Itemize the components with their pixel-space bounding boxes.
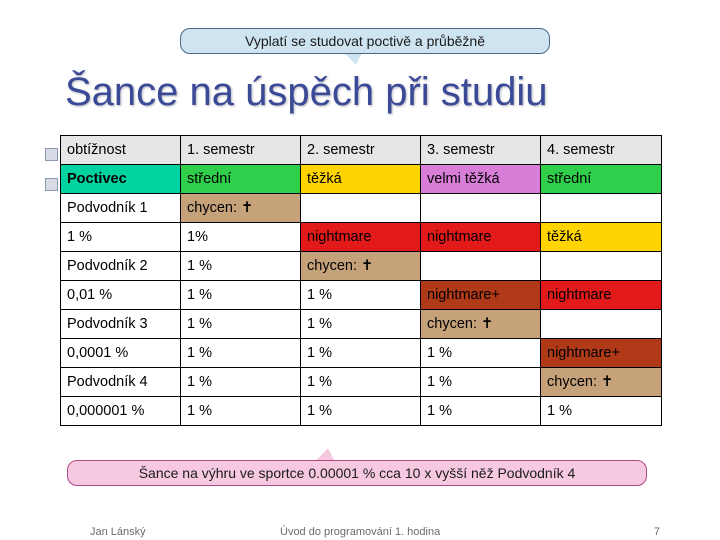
table-cell: 1 % [181,281,301,310]
table-cell: 1 % [61,223,181,252]
table-cell: 1 % [421,339,541,368]
table-cell: nightmare+ [541,339,662,368]
table-cell: 1 % [301,310,421,339]
table-cell: 0,0001 % [61,339,181,368]
table-row: 0,0001 %1 %1 %1 %nightmare+ [61,339,662,368]
table-cell: střední [541,165,662,194]
table-cell: 1 % [181,368,301,397]
difficulty-table: obtížnost1. semestr2. semestr3. semestr4… [60,135,662,426]
slide: Vyplatí se studovat poctivě a průběžně Š… [0,0,720,540]
table-cell: nightmare [301,223,421,252]
table-cell: velmi těžká [421,165,541,194]
table-cell: 0,01 % [61,281,181,310]
table-cell: 1 % [181,339,301,368]
bullet-square-1 [45,148,58,161]
table-cell: 1 % [301,339,421,368]
table-cell: nightmare+ [421,281,541,310]
table-row: Poctivecstřednítěžkávelmi těžkástřední [61,165,662,194]
table-row: Podvodník 31 %1 %chycen: ✝ [61,310,662,339]
table-cell: 1 % [421,397,541,426]
difficulty-table-wrap: obtížnost1. semestr2. semestr3. semestr4… [60,135,661,426]
table-cell: střední [181,165,301,194]
table-cell: 1 % [541,397,662,426]
table-row: Podvodník 1chycen: ✝ [61,194,662,223]
table-cell: 4. semestr [541,136,662,165]
table-cell [421,194,541,223]
table-cell [421,252,541,281]
table-cell: 0,000001 % [61,397,181,426]
table-row: Podvodník 41 %1 %1 %chycen: ✝ [61,368,662,397]
bottom-callout: Šance na výhru ve sportce 0.00001 % cca … [67,460,647,486]
table-cell: 1 % [181,252,301,281]
top-callout-box: Vyplatí se studovat poctivě a průběžně [180,28,550,54]
table-cell: 1 % [421,368,541,397]
table-cell: nightmare [541,281,662,310]
table-cell: 1 % [301,281,421,310]
table-cell: chycen: ✝ [301,252,421,281]
top-callout-text: Vyplatí se studovat poctivě a průběžně [245,33,485,49]
table-cell: Podvodník 4 [61,368,181,397]
bottom-callout-box: Šance na výhru ve sportce 0.00001 % cca … [67,460,647,486]
top-callout: Vyplatí se studovat poctivě a průběžně [180,28,550,54]
footer-page: 7 [654,526,660,538]
table-cell: Podvodník 1 [61,194,181,223]
table-cell [541,194,662,223]
table-cell: 2. semestr [301,136,421,165]
table-cell: 1% [181,223,301,252]
table-cell: chycen: ✝ [541,368,662,397]
table-cell [541,252,662,281]
table-cell: Podvodník 2 [61,252,181,281]
bottom-callout-text: Šance na výhru ve sportce 0.00001 % cca … [139,465,576,481]
table-cell [301,194,421,223]
table-row: 0,000001 %1 %1 %1 %1 % [61,397,662,426]
title-text: Šance na úspěch při studiu [65,70,548,114]
table-row: obtížnost1. semestr2. semestr3. semestr4… [61,136,662,165]
table-cell: chycen: ✝ [181,194,301,223]
table-cell: 3. semestr [421,136,541,165]
table-cell: Poctivec [61,165,181,194]
footer-author: Jan Lánský [90,526,146,538]
footer-course: Úvod do programování 1. hodina [280,526,440,538]
table-cell: Podvodník 3 [61,310,181,339]
table-cell: nightmare [421,223,541,252]
table-cell: obtížnost [61,136,181,165]
table-cell: 1. semestr [181,136,301,165]
table-cell: 1 % [181,397,301,426]
table-cell: chycen: ✝ [421,310,541,339]
table-cell: 1 % [181,310,301,339]
table-row: Podvodník 21 %chycen: ✝ [61,252,662,281]
bullet-square-2 [45,178,58,191]
table-row: 0,01 %1 %1 %nightmare+nightmare [61,281,662,310]
table-cell: 1 % [301,397,421,426]
table-cell [541,310,662,339]
table-cell: těžká [541,223,662,252]
table-row: 1 %1%nightmarenightmaretěžká [61,223,662,252]
table-cell: těžká [301,165,421,194]
table-cell: 1 % [301,368,421,397]
page-title: Šance na úspěch při studiu [65,70,548,115]
